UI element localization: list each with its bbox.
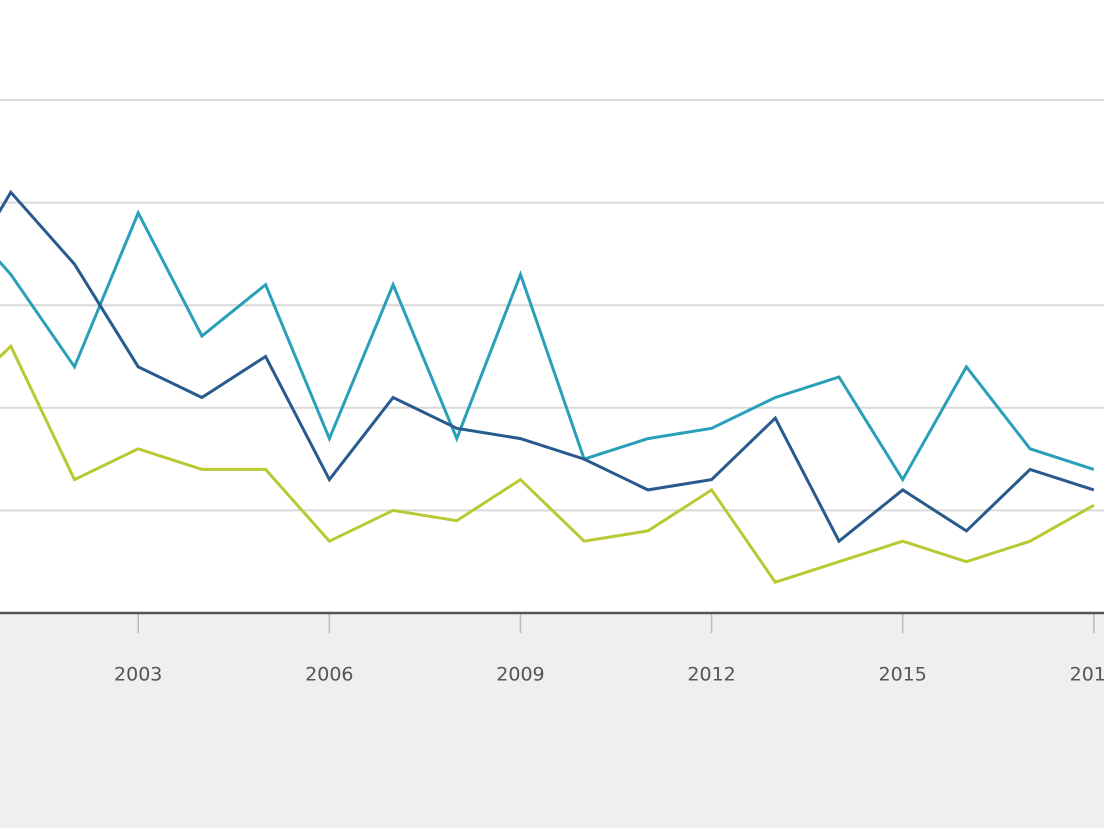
x-tick-label: 2003 xyxy=(114,664,162,686)
x-tick-label: 2018 xyxy=(1070,664,1104,686)
x-tick-label: 2006 xyxy=(305,664,353,686)
data-line xyxy=(0,343,1095,584)
x-axis-band xyxy=(0,614,1104,828)
x-tick-label: 2009 xyxy=(496,664,544,686)
x-tick-label: 2015 xyxy=(879,664,927,686)
x-tick-label: 2012 xyxy=(687,664,735,686)
data-line xyxy=(0,209,1095,483)
data-line xyxy=(0,189,1095,544)
